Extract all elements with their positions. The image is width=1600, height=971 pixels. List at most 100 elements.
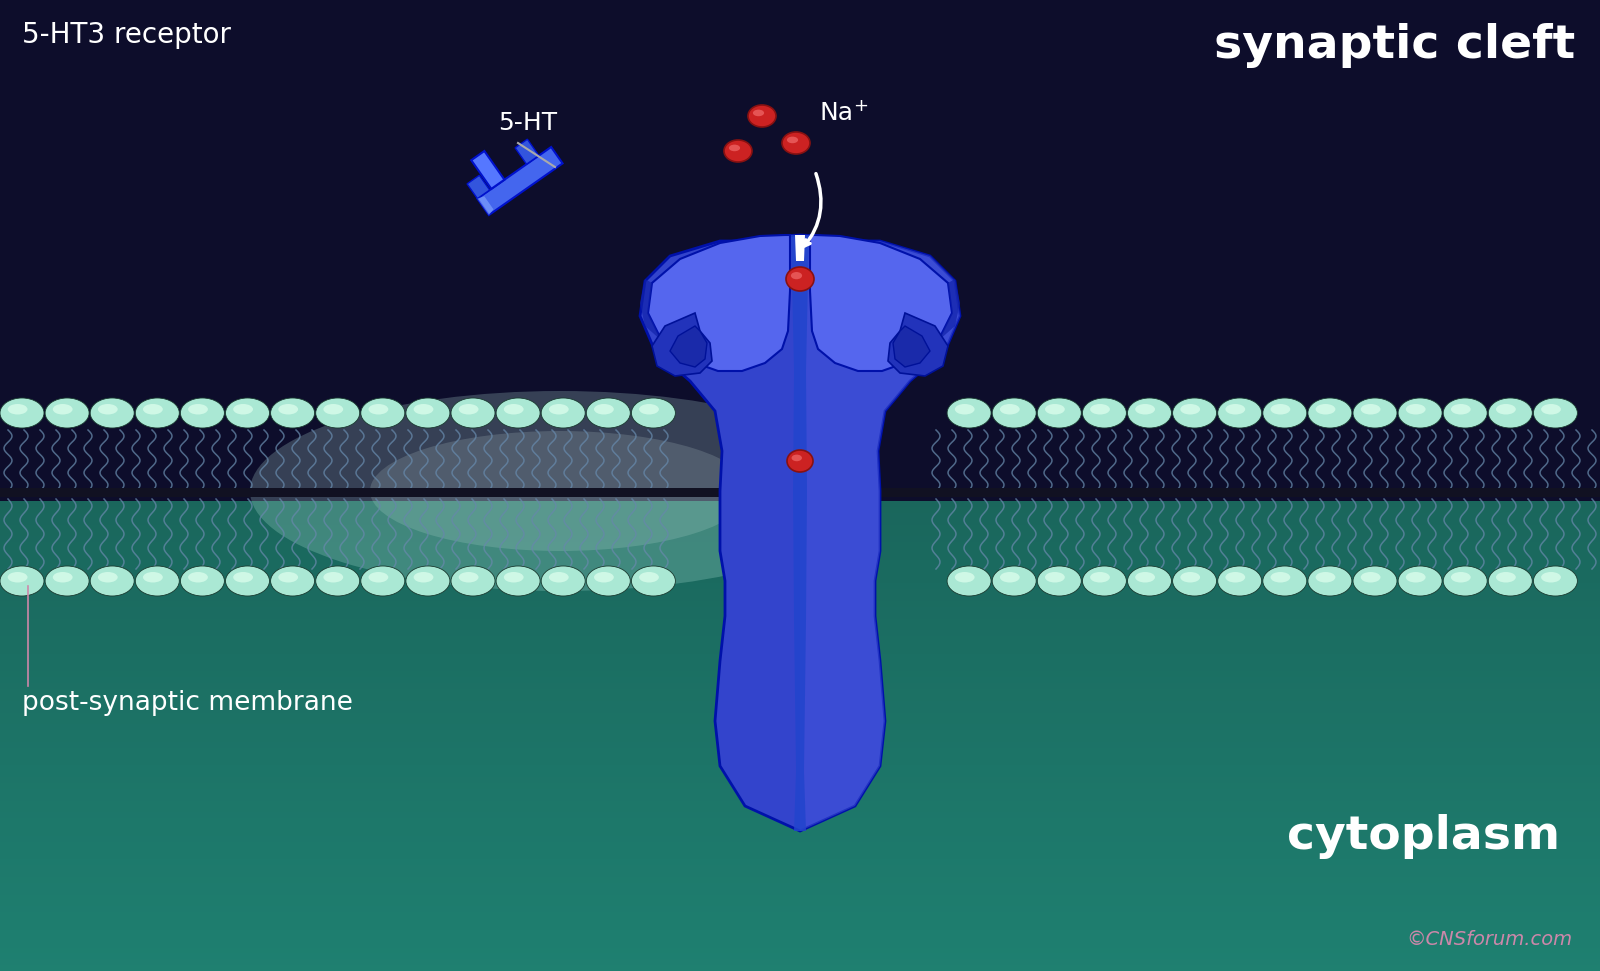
Polygon shape <box>0 900 1600 906</box>
Ellipse shape <box>638 572 659 583</box>
Ellipse shape <box>53 572 72 583</box>
Ellipse shape <box>368 572 389 583</box>
Ellipse shape <box>0 398 45 428</box>
Ellipse shape <box>136 566 179 596</box>
Polygon shape <box>515 139 539 164</box>
Ellipse shape <box>451 566 494 596</box>
Polygon shape <box>0 659 1600 665</box>
Text: 5-HT3 receptor: 5-HT3 receptor <box>22 21 230 49</box>
Ellipse shape <box>1533 398 1578 428</box>
Ellipse shape <box>1134 572 1155 583</box>
Ellipse shape <box>1128 566 1171 596</box>
Ellipse shape <box>8 404 27 415</box>
Ellipse shape <box>181 398 224 428</box>
Polygon shape <box>0 613 1600 619</box>
Ellipse shape <box>1541 572 1562 583</box>
Ellipse shape <box>1218 566 1262 596</box>
Polygon shape <box>0 848 1600 854</box>
Polygon shape <box>0 0 1600 501</box>
Ellipse shape <box>1354 398 1397 428</box>
Polygon shape <box>0 771 1600 777</box>
Text: post-synaptic membrane: post-synaptic membrane <box>22 690 354 716</box>
Ellipse shape <box>368 404 389 415</box>
Ellipse shape <box>782 132 810 154</box>
Ellipse shape <box>1541 404 1562 415</box>
Polygon shape <box>640 279 662 341</box>
Ellipse shape <box>1307 566 1352 596</box>
Ellipse shape <box>1406 404 1426 415</box>
Polygon shape <box>0 595 1600 601</box>
Ellipse shape <box>370 431 750 551</box>
Ellipse shape <box>250 391 870 591</box>
Polygon shape <box>0 906 1600 912</box>
Ellipse shape <box>234 404 253 415</box>
Polygon shape <box>653 313 712 376</box>
Polygon shape <box>0 871 1600 877</box>
Ellipse shape <box>1307 398 1352 428</box>
Ellipse shape <box>1315 572 1336 583</box>
Ellipse shape <box>1315 404 1336 415</box>
Polygon shape <box>0 553 1600 559</box>
Polygon shape <box>0 959 1600 965</box>
Polygon shape <box>0 665 1600 671</box>
Polygon shape <box>0 671 1600 677</box>
Polygon shape <box>0 689 1600 695</box>
Polygon shape <box>0 965 1600 971</box>
Polygon shape <box>0 519 1600 524</box>
Ellipse shape <box>541 398 586 428</box>
Ellipse shape <box>1533 566 1578 596</box>
Polygon shape <box>0 572 1600 578</box>
Ellipse shape <box>1134 404 1155 415</box>
Polygon shape <box>0 819 1600 824</box>
Polygon shape <box>0 730 1600 736</box>
Polygon shape <box>0 759 1600 765</box>
Polygon shape <box>0 919 1600 924</box>
Ellipse shape <box>181 566 224 596</box>
Text: Na: Na <box>819 101 854 125</box>
Ellipse shape <box>270 398 315 428</box>
Ellipse shape <box>1488 566 1533 596</box>
Polygon shape <box>0 524 1600 530</box>
Polygon shape <box>0 713 1600 719</box>
Ellipse shape <box>1090 404 1110 415</box>
Ellipse shape <box>136 398 179 428</box>
Ellipse shape <box>98 404 118 415</box>
Ellipse shape <box>1360 572 1381 583</box>
Ellipse shape <box>1181 572 1200 583</box>
Ellipse shape <box>1262 398 1307 428</box>
Ellipse shape <box>459 404 478 415</box>
Polygon shape <box>0 501 1600 507</box>
Ellipse shape <box>1181 404 1200 415</box>
Ellipse shape <box>586 566 630 596</box>
Polygon shape <box>0 536 1600 542</box>
Polygon shape <box>0 924 1600 930</box>
Ellipse shape <box>1128 398 1171 428</box>
Polygon shape <box>0 842 1600 848</box>
Polygon shape <box>0 742 1600 748</box>
Ellipse shape <box>1090 572 1110 583</box>
Polygon shape <box>0 824 1600 830</box>
Ellipse shape <box>53 404 72 415</box>
Polygon shape <box>0 542 1600 548</box>
Ellipse shape <box>0 566 45 596</box>
Ellipse shape <box>730 145 741 151</box>
Polygon shape <box>0 888 1600 894</box>
Polygon shape <box>0 507 1600 513</box>
Polygon shape <box>0 788 1600 794</box>
Polygon shape <box>0 513 1600 519</box>
Ellipse shape <box>787 137 798 143</box>
Ellipse shape <box>1451 404 1470 415</box>
Ellipse shape <box>413 404 434 415</box>
Ellipse shape <box>549 572 568 583</box>
Ellipse shape <box>1083 398 1126 428</box>
Ellipse shape <box>90 398 134 428</box>
Polygon shape <box>888 313 947 376</box>
Ellipse shape <box>594 572 614 583</box>
Ellipse shape <box>189 572 208 583</box>
Ellipse shape <box>98 572 118 583</box>
Polygon shape <box>0 753 1600 759</box>
Polygon shape <box>0 566 1600 572</box>
Ellipse shape <box>1398 566 1442 596</box>
Ellipse shape <box>1000 572 1019 583</box>
Polygon shape <box>0 642 1600 648</box>
